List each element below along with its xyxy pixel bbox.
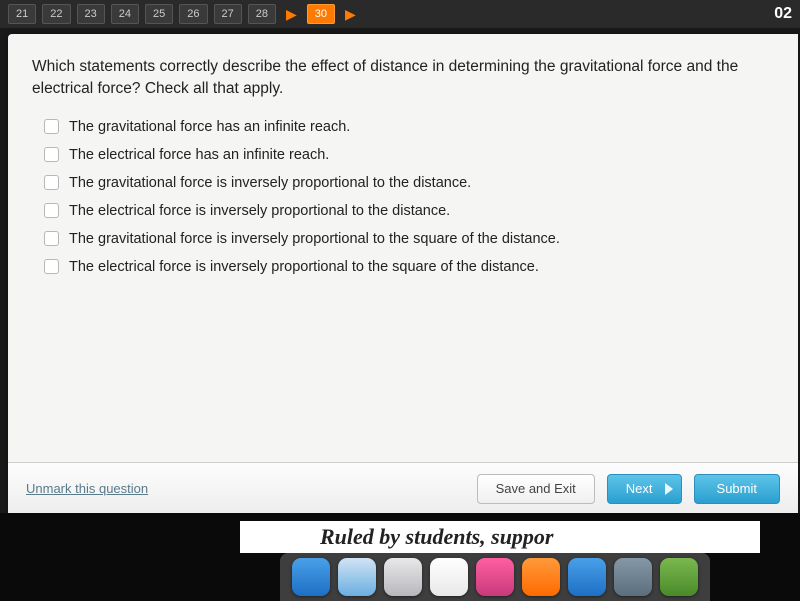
answer-option[interactable]: The gravitational force is inversely pro… (44, 231, 798, 247)
checkbox-icon[interactable] (44, 147, 59, 162)
nav-number[interactable]: 23 (77, 4, 105, 24)
option-label: The electrical force is inversely propor… (69, 203, 450, 219)
mail-dock-icon[interactable] (338, 558, 376, 596)
submit-button[interactable]: Submit (694, 474, 780, 504)
nav-number[interactable]: 24 (111, 4, 139, 24)
answer-option[interactable]: The electrical force has an infinite rea… (44, 147, 798, 163)
nav-number[interactable]: 26 (179, 4, 207, 24)
timer-display: 02 (774, 5, 792, 23)
option-label: The gravitational force has an infinite … (69, 119, 350, 135)
answer-option[interactable]: The gravitational force is inversely pro… (44, 175, 798, 191)
save-and-exit-button[interactable]: Save and Exit (477, 474, 595, 504)
ibooks-dock-icon[interactable] (522, 558, 560, 596)
question-footer: Unmark this question Save and Exit Next … (8, 462, 798, 514)
checkbox-icon[interactable] (44, 119, 59, 134)
option-label: The electrical force has an infinite rea… (69, 147, 329, 163)
question-text: Which statements correctly describe the … (32, 56, 798, 101)
checkbox-icon[interactable] (44, 203, 59, 218)
safari-dock-icon[interactable] (384, 558, 422, 596)
appstore-dock-icon[interactable] (568, 558, 606, 596)
photos-dock-icon[interactable] (430, 558, 468, 596)
nav-number[interactable]: 25 (145, 4, 173, 24)
answer-options-list: The gravitational force has an infinite … (32, 119, 798, 275)
checkbox-icon[interactable] (44, 259, 59, 274)
answer-option[interactable]: The gravitational force has an infinite … (44, 119, 798, 135)
checkbox-icon[interactable] (44, 175, 59, 190)
nav-number[interactable]: 21 (8, 4, 36, 24)
macos-dock (280, 553, 710, 601)
answer-option[interactable]: The electrical force is inversely propor… (44, 203, 798, 219)
unmark-question-link[interactable]: Unmark this question (26, 481, 148, 496)
system-dock-icon[interactable] (614, 558, 652, 596)
next-button[interactable]: Next (607, 474, 682, 504)
itunes-dock-icon[interactable] (476, 558, 514, 596)
answer-option[interactable]: The electrical force is inversely propor… (44, 259, 798, 275)
option-label: The electrical force is inversely propor… (69, 259, 539, 275)
nav-number-active[interactable]: 30 (307, 4, 335, 24)
option-label: The gravitational force is inversely pro… (69, 231, 560, 247)
background-window-title: Ruled by students, suppor (240, 521, 760, 553)
nav-number[interactable]: 28 (248, 4, 276, 24)
nav-next-arrow-icon[interactable]: ▶ (282, 6, 301, 23)
nav-next-arrow-icon[interactable]: ▶ (341, 6, 360, 23)
checkbox-icon[interactable] (44, 231, 59, 246)
nav-number[interactable]: 22 (42, 4, 70, 24)
question-nav-bar: 21 22 23 24 25 26 27 28 ▶ 30 ▶ 02 (0, 0, 800, 28)
desktop-area: Ruled by students, suppor (0, 513, 800, 601)
finder-dock-icon[interactable] (292, 558, 330, 596)
question-panel: Which statements correctly describe the … (8, 34, 798, 514)
option-label: The gravitational force is inversely pro… (69, 175, 471, 191)
word-dock-icon[interactable] (660, 558, 698, 596)
nav-number[interactable]: 27 (214, 4, 242, 24)
